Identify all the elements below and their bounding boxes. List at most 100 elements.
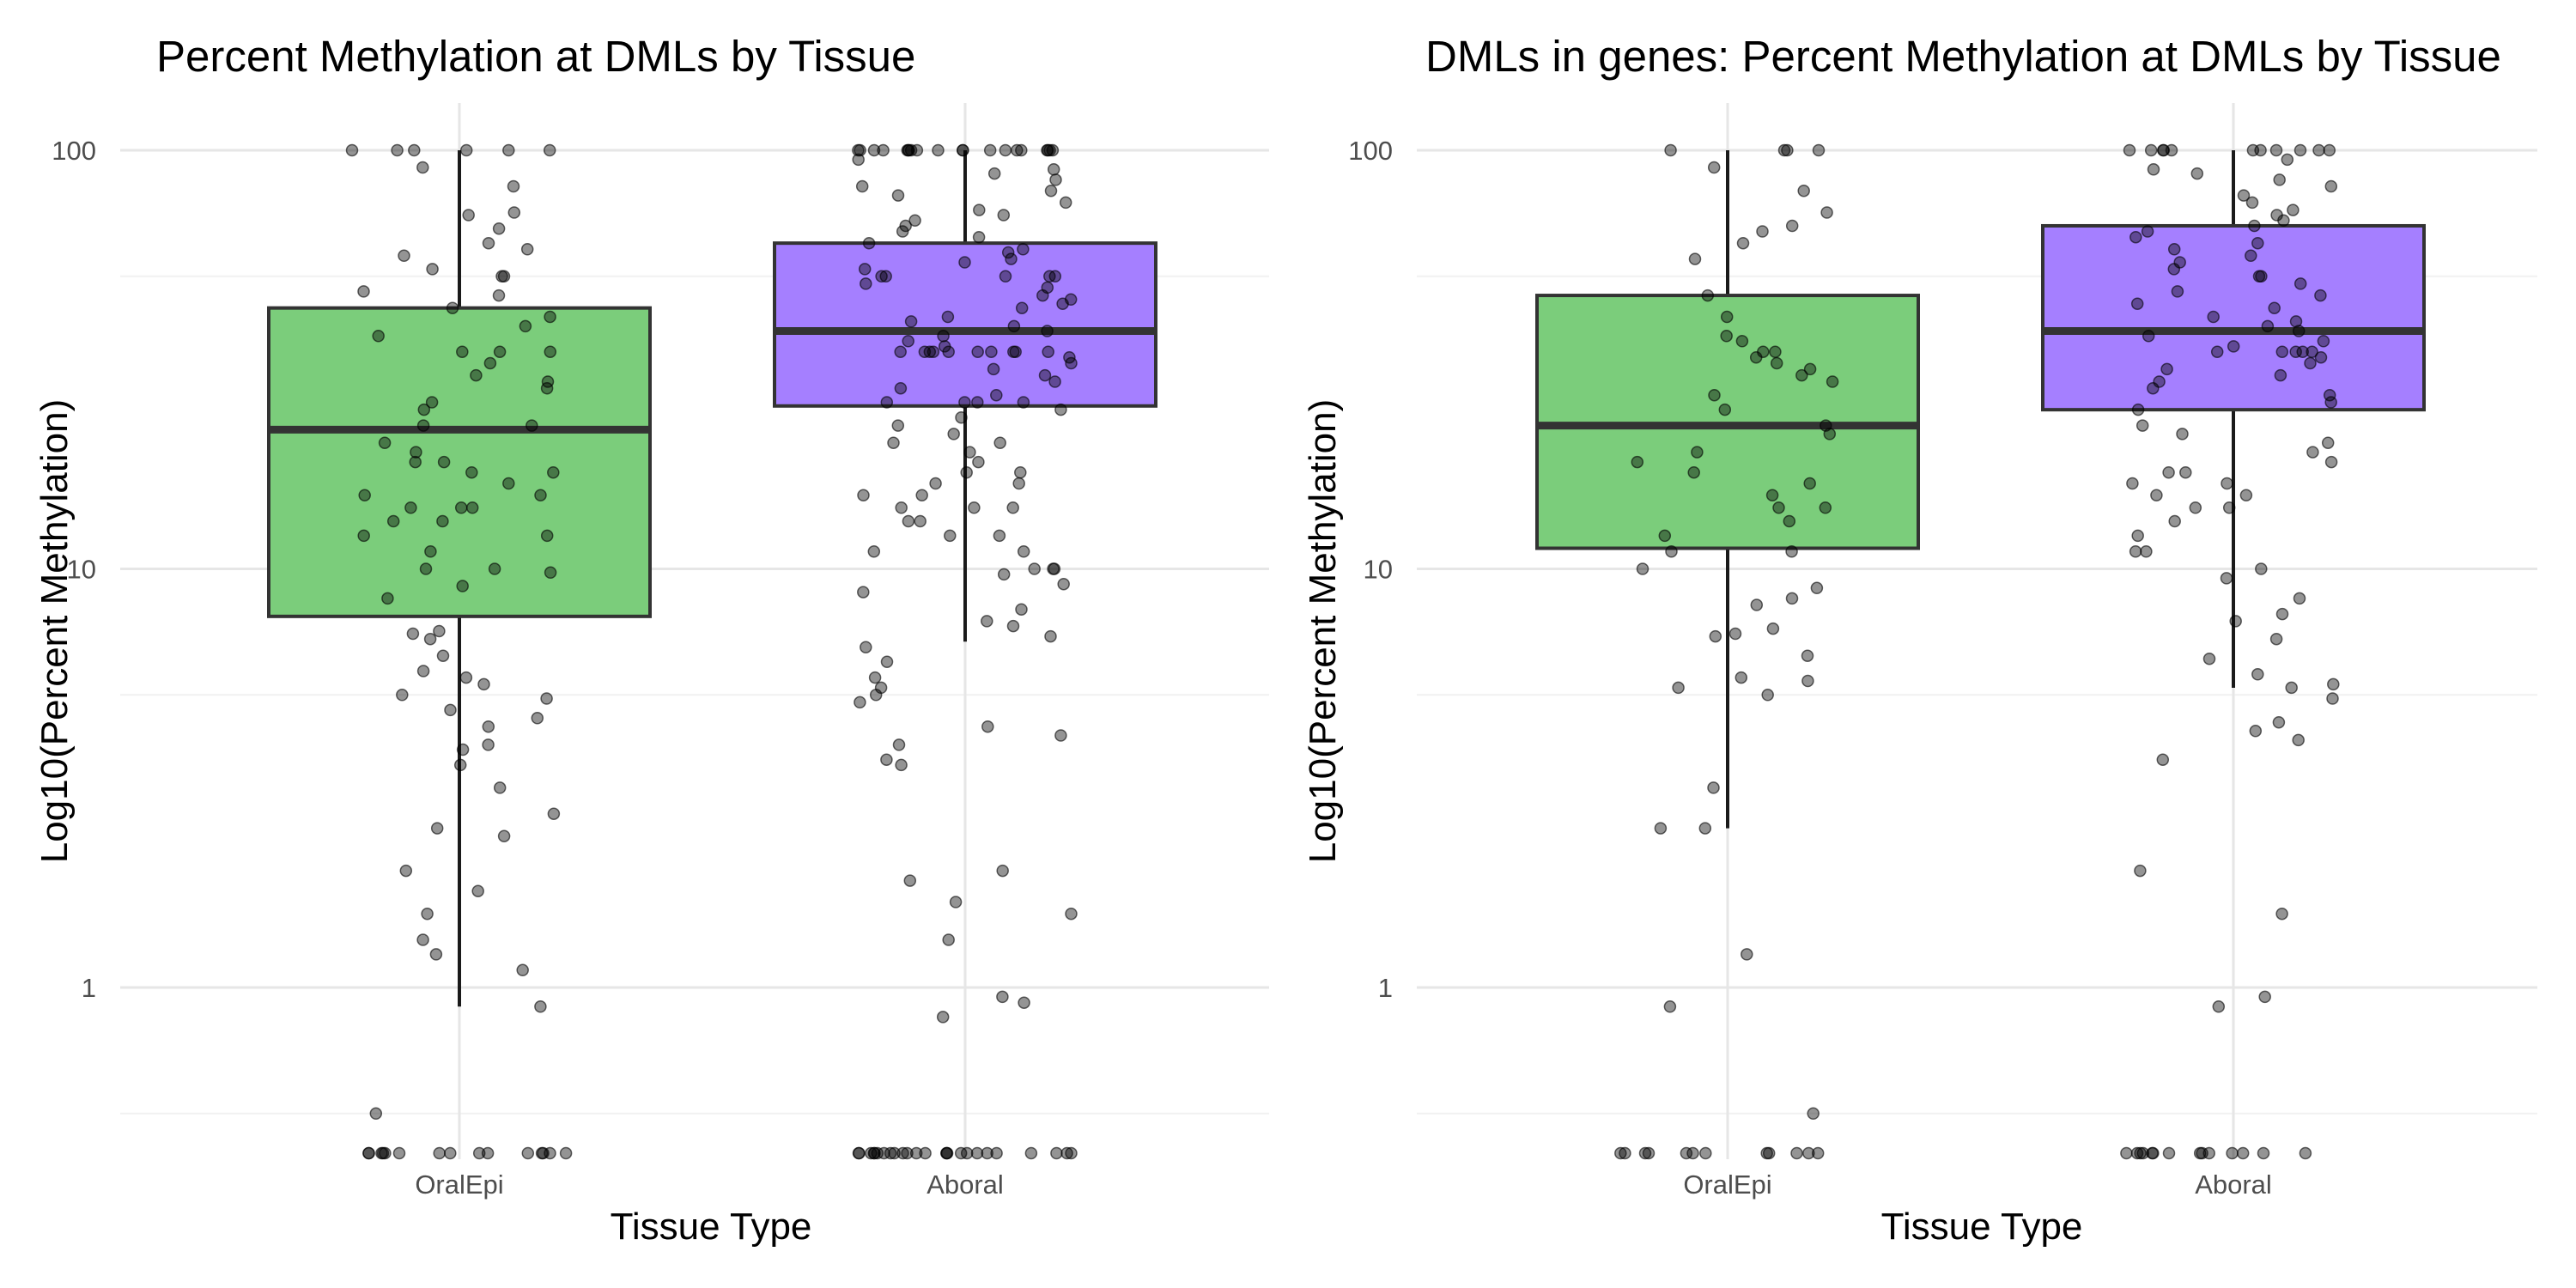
data-point <box>1691 446 1704 459</box>
data-point <box>1735 671 1748 684</box>
data-point <box>465 465 478 479</box>
data-point <box>2131 403 2145 416</box>
data-point <box>495 270 508 283</box>
data-point <box>2251 236 2264 250</box>
data-point <box>2248 219 2261 233</box>
data-point <box>396 689 409 702</box>
data-point <box>999 270 1012 283</box>
data-point <box>2162 1146 2176 1160</box>
data-point <box>1041 325 1054 337</box>
data-point <box>516 963 529 977</box>
data-point <box>1820 206 1833 219</box>
data-point <box>894 345 907 358</box>
data-point <box>1017 545 1030 558</box>
data-point <box>429 948 443 961</box>
data-point <box>2257 1146 2270 1160</box>
chart-title: Percent Methylation at DMLs by Tissue <box>156 32 915 81</box>
data-point <box>1036 289 1049 302</box>
data-point <box>470 368 483 382</box>
data-point <box>410 446 422 459</box>
y-tick-label: 100 <box>1348 136 1393 166</box>
data-point <box>2289 345 2302 358</box>
data-point <box>2277 214 2290 227</box>
data-point <box>2327 677 2340 691</box>
x-tick-label: Aboral <box>927 1170 1004 1200</box>
data-point <box>433 624 446 638</box>
data-point <box>958 256 971 269</box>
data-point <box>2222 501 2236 514</box>
data-point <box>2120 1146 2133 1160</box>
data-point <box>1699 1146 1712 1160</box>
data-point <box>1054 729 1067 742</box>
data-point <box>526 419 538 432</box>
data-point <box>465 501 479 514</box>
data-point <box>888 1146 901 1160</box>
data-point <box>2144 143 2158 157</box>
data-point <box>404 501 417 514</box>
data-point <box>896 225 909 238</box>
data-point <box>2258 990 2271 1004</box>
data-point <box>2160 362 2173 376</box>
data-point <box>2150 489 2163 501</box>
data-point <box>421 907 434 920</box>
data-point <box>1057 577 1070 591</box>
data-point <box>1728 627 1742 641</box>
data-point <box>502 477 515 490</box>
box-aboral <box>2041 150 2426 688</box>
data-point <box>949 896 963 908</box>
data-point <box>892 738 906 751</box>
data-point <box>399 864 413 878</box>
data-point <box>868 671 882 684</box>
data-point <box>1756 225 1769 238</box>
data-point <box>880 753 893 767</box>
data-point <box>1024 1146 1038 1160</box>
data-point <box>971 396 984 409</box>
data-point <box>1006 501 1019 514</box>
data-point <box>909 1146 923 1160</box>
data-point <box>957 143 969 157</box>
data-point <box>887 436 900 449</box>
data-point <box>1735 335 1749 348</box>
data-point <box>2304 356 2317 370</box>
data-point <box>425 396 439 409</box>
data-point <box>2268 301 2281 314</box>
data-point <box>944 529 957 543</box>
data-point <box>981 615 993 628</box>
data-point <box>1047 163 1060 176</box>
y-tick-label: 10 <box>1364 555 1393 585</box>
data-point <box>1011 143 1024 157</box>
data-point <box>2245 249 2257 263</box>
data-point <box>1781 143 1794 157</box>
data-point <box>987 167 1001 180</box>
data-point <box>2189 501 2202 514</box>
data-point <box>446 301 459 314</box>
data-point <box>894 381 908 395</box>
data-point <box>2274 368 2287 382</box>
data-point <box>2255 562 2268 575</box>
data-point <box>901 1146 914 1160</box>
data-point <box>1812 143 1826 157</box>
data-point <box>2272 715 2286 729</box>
data-point <box>1803 362 1817 376</box>
data-point <box>2261 319 2275 333</box>
data-point <box>1042 345 1054 358</box>
data-point <box>416 419 430 432</box>
data-point <box>2190 167 2204 180</box>
data-point <box>1044 629 1057 643</box>
data-point <box>2293 277 2307 290</box>
data-point <box>1765 489 1779 501</box>
data-point <box>358 489 371 501</box>
data-point <box>1038 368 1052 382</box>
data-point <box>857 586 870 598</box>
data-point <box>878 1146 890 1160</box>
data-point <box>1797 184 1810 197</box>
data-point <box>942 345 955 358</box>
data-point <box>392 1146 406 1160</box>
data-point <box>2324 455 2338 469</box>
data-point <box>867 143 881 157</box>
data-point <box>999 143 1012 157</box>
data-point <box>2126 477 2139 490</box>
data-point <box>1043 143 1056 157</box>
data-point <box>2140 545 2153 558</box>
